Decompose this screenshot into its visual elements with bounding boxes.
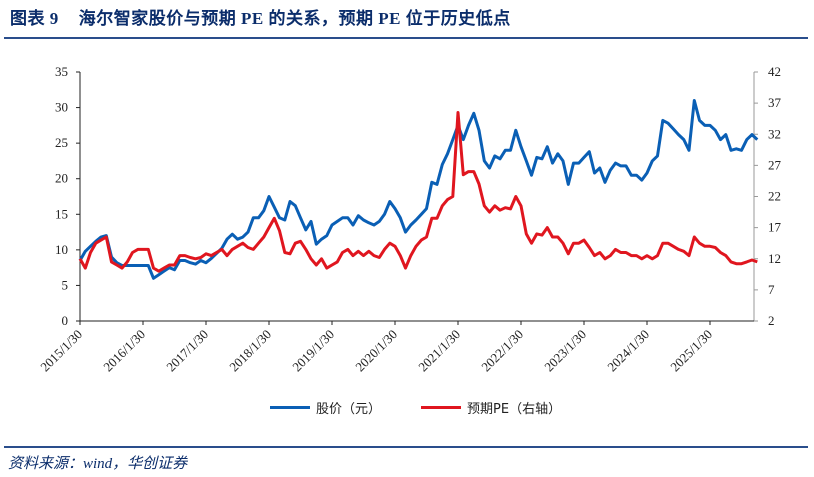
svg-text:2015/1/30: 2015/1/30	[37, 327, 85, 375]
svg-text:15: 15	[55, 206, 68, 221]
svg-text:30: 30	[55, 100, 68, 115]
svg-text:17: 17	[768, 220, 782, 235]
x-axis: 2015/1/30 2016/1/30 2017/1/30 2018/1/30 2019…	[37, 320, 754, 375]
figure-title: 图表 9 海尔智家股价与预期 PE 的关系，预期 PE 位于历史低点	[10, 4, 511, 29]
svg-text:2018/1/30: 2018/1/30	[226, 327, 274, 375]
svg-text:20: 20	[55, 171, 68, 186]
svg-text:32: 32	[768, 126, 781, 141]
svg-text:22: 22	[768, 189, 781, 204]
svg-text:2025/1/30: 2025/1/30	[667, 327, 715, 375]
legend-swatch-price	[270, 406, 310, 409]
legend-swatch-pe	[421, 406, 462, 409]
svg-text:25: 25	[55, 135, 68, 150]
svg-text:5: 5	[62, 277, 69, 292]
legend-item-price: 股价（元）	[270, 398, 381, 417]
svg-text:35: 35	[55, 64, 68, 79]
pe-line	[78, 111, 758, 273]
title-divider	[4, 37, 808, 39]
plot-lines	[78, 99, 759, 280]
legend: 股价（元） 预期PE（右轴）	[270, 398, 561, 417]
svg-text:2023/1/30: 2023/1/30	[541, 327, 589, 375]
svg-text:2022/1/30: 2022/1/30	[478, 327, 526, 375]
legend-item-pe: 预期PE（右轴）	[421, 398, 561, 417]
figure-label: 图表 9	[10, 9, 59, 28]
svg-text:0: 0	[62, 313, 69, 328]
svg-text:7: 7	[768, 282, 775, 297]
left-axis: 0 5 10 15 20 25 30 35	[55, 64, 81, 328]
svg-text:2021/1/30: 2021/1/30	[415, 327, 463, 375]
legend-label-price: 股价（元）	[316, 402, 382, 417]
svg-text:27: 27	[768, 157, 782, 172]
svg-text:2: 2	[768, 313, 775, 328]
source-divider	[4, 446, 808, 448]
svg-text:37: 37	[768, 95, 782, 110]
figure-title-text: 海尔智家股价与预期 PE 的关系，预期 PE 位于历史低点	[78, 9, 511, 28]
svg-text:2019/1/30: 2019/1/30	[289, 327, 337, 375]
svg-text:10: 10	[55, 242, 68, 257]
svg-text:2024/1/30: 2024/1/30	[604, 327, 652, 375]
svg-text:2016/1/30: 2016/1/30	[100, 327, 148, 375]
source-note: 资料来源：wind，华创证券	[8, 456, 188, 472]
price-line	[78, 99, 759, 280]
svg-text:2020/1/30: 2020/1/30	[352, 327, 400, 375]
svg-text:2017/1/30: 2017/1/30	[163, 327, 211, 375]
svg-text:12: 12	[768, 251, 781, 266]
legend-label-pe: 预期PE（右轴）	[467, 402, 562, 417]
svg-text:42: 42	[768, 64, 781, 79]
